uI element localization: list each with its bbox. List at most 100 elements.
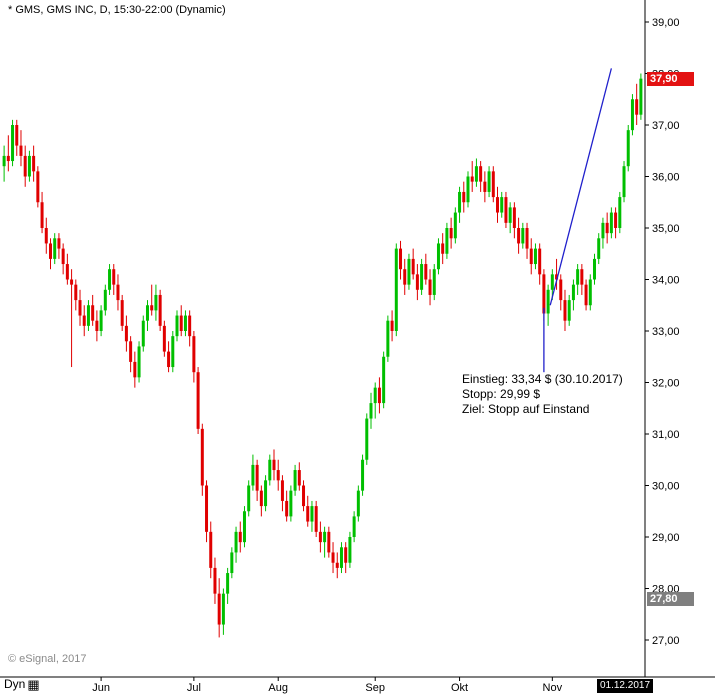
candle-body: [310, 506, 314, 522]
x-month-label: Jun: [92, 682, 110, 694]
candle-body: [622, 166, 626, 198]
candle-body: [234, 531, 238, 553]
candle-body: [213, 567, 217, 594]
candle-body: [226, 573, 230, 594]
candle-body: [344, 547, 348, 563]
y-tick-label: 30,00: [652, 481, 680, 493]
candle-body: [179, 315, 183, 331]
candle-body: [327, 531, 331, 553]
candle-body: [458, 191, 462, 213]
candle-body: [462, 191, 466, 203]
candle-body: [293, 470, 297, 491]
candle-body: [150, 305, 154, 311]
y-tick-label: 29,00: [652, 532, 680, 544]
candle-body: [78, 300, 82, 316]
x-month-label: Aug: [268, 682, 288, 694]
candle-body: [70, 279, 74, 285]
candle-body: [23, 155, 27, 177]
candle-body: [377, 387, 381, 404]
candle-body: [559, 279, 563, 301]
candle-body: [567, 300, 571, 321]
grid-mode-icon[interactable]: ▦: [27, 676, 40, 692]
y-tick-label: 37,00: [652, 120, 680, 132]
x-month-label: Nov: [543, 682, 563, 694]
y-tick-label: 39,00: [652, 17, 680, 29]
candle-body: [230, 552, 234, 574]
candle-body: [432, 269, 436, 295]
candle-body: [27, 155, 31, 177]
candle-body: [525, 228, 529, 249]
x-month-label: Okt: [451, 682, 468, 694]
y-tick-label: 32,00: [652, 378, 680, 390]
candle-body: [428, 279, 432, 295]
candle-body: [74, 284, 78, 301]
candle-body: [112, 269, 116, 285]
candle-body: [95, 320, 99, 331]
trendline: [549, 68, 613, 306]
candle-body: [504, 197, 508, 223]
candle-body: [209, 531, 213, 568]
candle-body: [483, 181, 487, 192]
candle-body: [474, 166, 478, 182]
dyn-mode-control[interactable]: Dyn ▦: [4, 677, 40, 691]
low-price-tag: 27,80: [647, 591, 694, 606]
annotation-entry-line: Einstieg: 33,34 $ (30.10.2017): [462, 372, 623, 386]
candle-body: [394, 248, 398, 331]
candle-body: [19, 145, 23, 156]
candle-body: [145, 305, 149, 321]
candle-body: [200, 428, 204, 486]
candle-body: [297, 470, 301, 486]
candle-body: [512, 207, 516, 228]
candle-body: [192, 336, 196, 373]
candle-body: [605, 222, 609, 234]
candle-body: [221, 593, 225, 625]
candle-body: [217, 593, 221, 625]
candle-body: [571, 284, 575, 301]
candle-body: [386, 320, 390, 357]
candle-body: [285, 500, 289, 517]
candle-body: [259, 490, 263, 507]
end-date-tag: 01.12.2017: [597, 679, 653, 693]
candle-body: [411, 258, 415, 275]
candle-body: [6, 155, 10, 162]
candle-body: [618, 197, 622, 228]
candle-body: [441, 243, 445, 254]
candle-body: [593, 258, 597, 280]
candle-body: [40, 202, 44, 228]
dyn-mode-label: Dyn: [4, 677, 26, 691]
candle-body: [491, 171, 495, 198]
x-month-label: Jul: [187, 682, 201, 694]
candle-body: [314, 506, 318, 532]
candle-body: [137, 346, 141, 378]
y-tick-label: 35,00: [652, 223, 680, 235]
candle-body: [403, 269, 407, 285]
candle-body: [538, 248, 542, 275]
candle-body: [407, 258, 411, 285]
candle-body: [251, 464, 255, 486]
candle-body: [576, 269, 580, 285]
candle-body: [65, 264, 69, 280]
candle-body: [508, 207, 512, 223]
candle-body: [496, 197, 500, 213]
candle-body: [453, 212, 457, 239]
candle-body: [36, 171, 40, 203]
candle-body: [626, 130, 630, 167]
candle-body: [369, 403, 373, 419]
candle-body: [563, 300, 567, 321]
copyright-label: © eSignal, 2017: [8, 653, 87, 665]
candle-body: [289, 490, 293, 517]
chart-title: * GMS, GMS INC, D, 15:30-22:00 (Dynamic): [8, 4, 226, 16]
candle-body: [247, 485, 251, 512]
candle-body: [120, 300, 124, 326]
candle-body: [167, 351, 171, 368]
candle-body: [44, 228, 48, 244]
candle-body: [86, 305, 90, 326]
last-price-tag: 37,90: [647, 71, 694, 86]
candle-body: [272, 459, 276, 471]
candle-body: [365, 418, 369, 460]
y-tick-label: 31,00: [652, 429, 680, 441]
candle-body: [61, 248, 65, 265]
y-tick-label: 34,00: [652, 275, 680, 287]
